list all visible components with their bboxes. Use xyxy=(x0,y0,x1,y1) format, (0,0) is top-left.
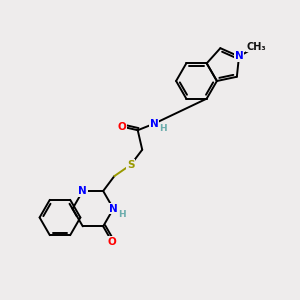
Text: H: H xyxy=(118,210,126,219)
Text: N: N xyxy=(109,204,118,214)
Text: N: N xyxy=(150,118,159,129)
Text: S: S xyxy=(127,160,135,170)
Text: N: N xyxy=(235,52,243,61)
Text: H: H xyxy=(159,124,167,133)
Text: N: N xyxy=(78,186,87,196)
Text: O: O xyxy=(108,237,116,247)
Text: O: O xyxy=(118,122,127,132)
Text: CH₃: CH₃ xyxy=(247,42,266,52)
